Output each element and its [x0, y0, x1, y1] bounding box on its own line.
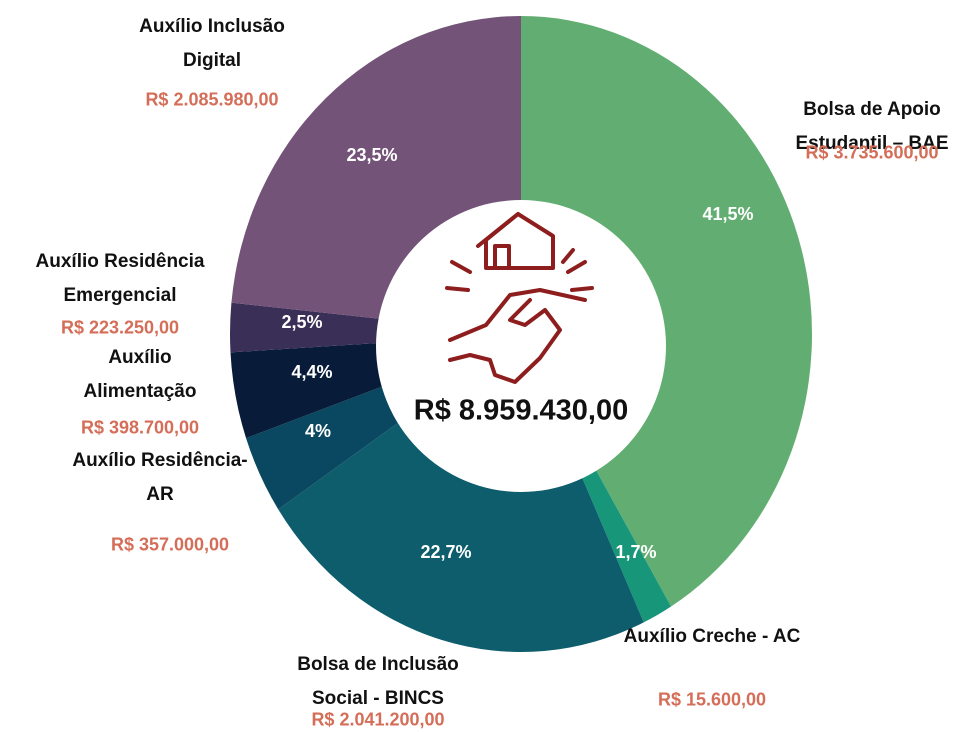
amount-label: R$ 2.041.200,00	[311, 709, 445, 730]
amount-label: R$ 15.600,00	[657, 689, 767, 710]
donut-hole	[376, 200, 666, 492]
slice	[230, 302, 521, 353]
center-label: R$ 8.959.430,00	[414, 395, 628, 427]
category-label: Auxílio Creche - AC	[623, 626, 801, 647]
category-label: Auxílio Residência Emergencial	[35, 251, 205, 306]
percent-label: 41,5%	[702, 204, 753, 224]
amount-label: R$ 398.700,00	[80, 417, 200, 438]
percent-label: 2,5%	[281, 312, 322, 332]
icon	[445, 212, 594, 384]
amount-label: R$ 357.000,00	[110, 534, 230, 555]
percent-label: 22,7%	[420, 542, 471, 562]
category-label: Bolsa de Apoio Estudantil – BAE	[795, 99, 949, 154]
category-label: Auxílio Inclusão Digital	[139, 16, 285, 71]
amount-label: R$ 223.250,00	[60, 317, 180, 338]
percent-label: 4,4%	[291, 362, 332, 382]
amount-label: R$ 3.735.600,00	[805, 142, 939, 163]
category-label: Bolsa de Inclusão Social - BINCS	[297, 654, 459, 709]
category-label: Auxílio Residência-AR	[72, 450, 248, 505]
amount-label: R$ 2.085.980,00	[145, 89, 279, 110]
category-label: Auxílio Alimentação	[83, 347, 197, 402]
percent-label: 4%	[305, 421, 331, 441]
percent-label: 23,5%	[346, 145, 397, 165]
percent-label: 1,7%	[615, 542, 656, 562]
